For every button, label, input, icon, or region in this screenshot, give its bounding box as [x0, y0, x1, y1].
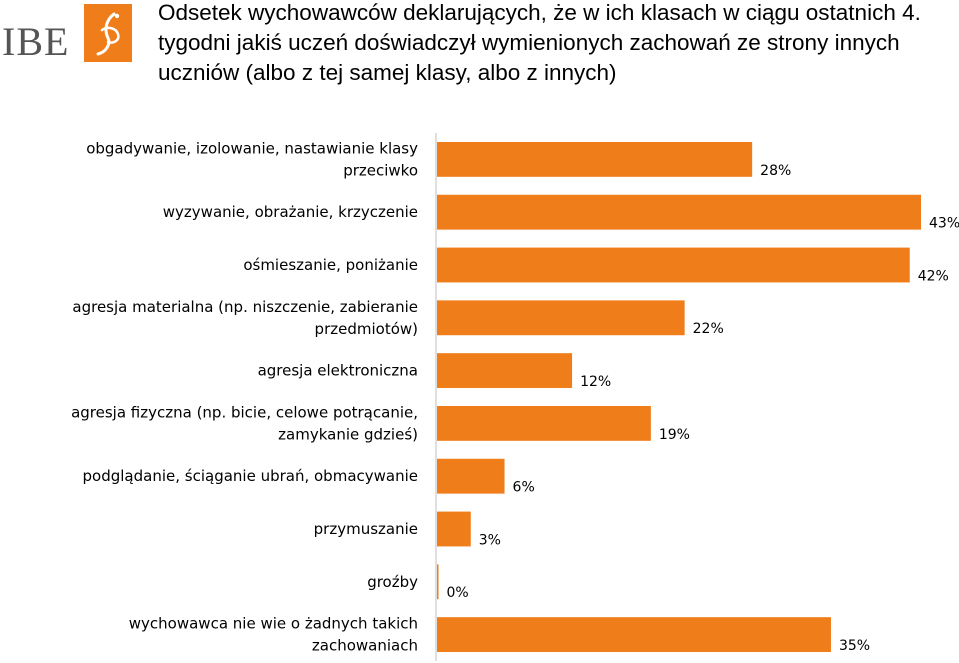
bar-8	[437, 564, 439, 600]
value-label-0: 28%	[760, 163, 791, 179]
value-label-4: 12%	[580, 374, 611, 390]
category-label-line: wyzywanie, obrażanie, krzyczenie	[163, 203, 418, 221]
category-label-4: agresja elektroniczna	[258, 362, 418, 380]
category-label-line: groźby	[367, 573, 418, 591]
bar-5	[437, 405, 651, 441]
value-label-2: 42%	[918, 268, 949, 284]
bar-3	[437, 300, 685, 336]
value-label-8: 0%	[447, 585, 469, 601]
category-label-8: groźby	[367, 573, 418, 591]
bar-0	[437, 141, 753, 177]
category-label-6: podglądanie, ściąganie ubrań, obmacywani…	[83, 467, 418, 485]
category-label-line: wychowawca nie wie o żadnych takich	[129, 615, 418, 633]
value-label-1: 43%	[929, 216, 959, 232]
logo-text: IBE	[2, 19, 70, 64]
value-label-5: 19%	[659, 427, 690, 443]
bar-1	[437, 194, 921, 230]
category-label-7: przymuszanie	[314, 520, 418, 538]
category-label-line: podglądanie, ściąganie ubrań, obmacywani…	[83, 467, 418, 485]
category-label-line: przedmiotów)	[315, 320, 418, 338]
category-label-line: zachowaniach	[312, 637, 418, 655]
bar-2	[437, 247, 910, 283]
category-label-line: ośmieszanie, poniżanie	[243, 256, 418, 274]
category-label-line: agresja materialna (np. niszczenie, zabi…	[72, 298, 418, 316]
category-label-line: agresja elektroniczna	[258, 362, 418, 380]
category-label-1: wyzywanie, obrażanie, krzyczenie	[163, 203, 418, 221]
ibe-logo: IBE	[2, 4, 152, 64]
value-label-6: 6%	[513, 480, 535, 496]
value-label-9: 35%	[839, 638, 870, 654]
ibe-logo-icon	[84, 4, 132, 62]
category-label-line: przymuszanie	[314, 520, 418, 538]
value-label-3: 22%	[693, 321, 724, 337]
category-label-9: wychowawca nie wie o żadnych takich zacho…	[129, 615, 418, 655]
chart-title: Odsetek wychowawców deklarujących, że w …	[158, 0, 921, 85]
category-label-line: zamykanie gdzieś)	[278, 425, 418, 443]
bar-4	[437, 353, 573, 389]
value-label-7: 3%	[479, 532, 501, 548]
category-label-0: obgadywanie, izolowanie, nastawianie kla…	[86, 139, 418, 179]
bar-7	[437, 511, 471, 547]
category-label-3: agresja materialna (np. niszczenie, zabi…	[72, 298, 418, 338]
category-label-line: obgadywanie, izolowanie, nastawianie kla…	[86, 139, 418, 157]
category-label-line: agresja fizyczna (np. bicie, celowe potr…	[71, 403, 418, 421]
bar-9	[437, 617, 831, 653]
bar-6	[437, 458, 505, 494]
category-label-2: ośmieszanie, poniżanie	[243, 256, 418, 274]
category-label-line: przeciwko	[343, 161, 418, 179]
category-label-5: agresja fizyczna (np. bicie, celowe potr…	[71, 403, 418, 443]
